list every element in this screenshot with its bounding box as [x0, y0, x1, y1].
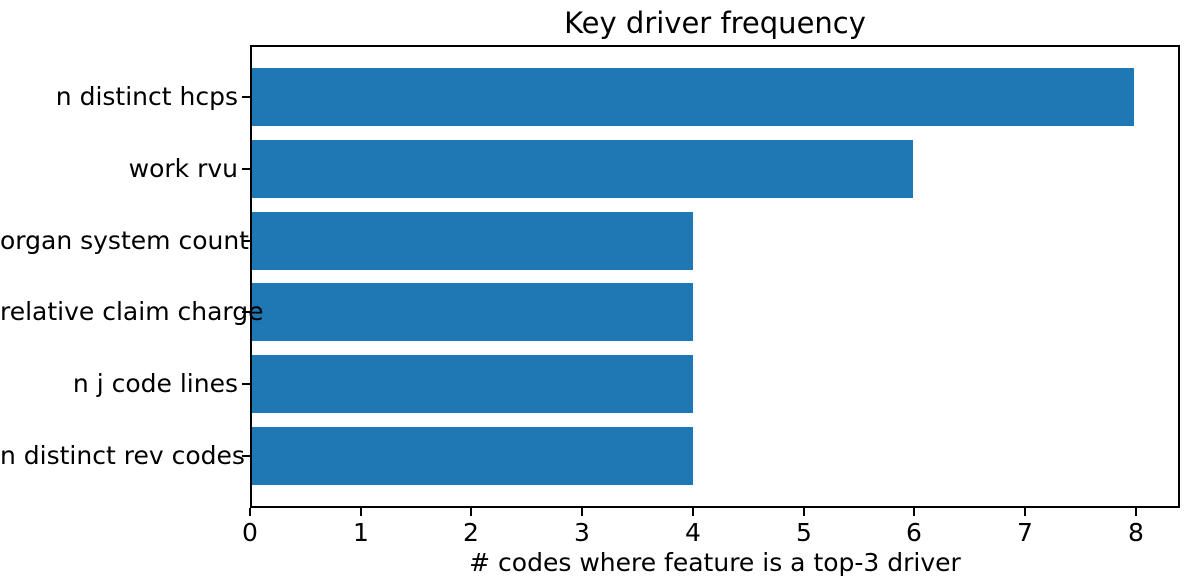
bar-relative-claim-charge — [252, 283, 693, 341]
y-tick-label: organ system count — [0, 226, 249, 255]
x-tick-mark — [470, 508, 472, 516]
x-axis-label: # codes where feature is a top-3 driver — [469, 548, 961, 577]
x-tick-label: 8 — [1128, 518, 1144, 547]
y-tick-label: n distinct rev codes — [0, 441, 245, 470]
x-tick-mark — [360, 508, 362, 516]
y-tick-mark — [242, 455, 250, 457]
y-tick-label: n j code lines — [72, 369, 238, 398]
y-axis: n distinct hcps work rvu organ system coun… — [0, 45, 264, 508]
chart-title: Key driver frequency — [564, 6, 866, 40]
y-tick-label: n distinct hcps — [55, 82, 238, 111]
y-tick-label: work rvu — [128, 154, 238, 183]
x-tick-mark — [1135, 508, 1137, 516]
x-tick-label: 1 — [353, 518, 369, 547]
x-tick-mark — [249, 508, 251, 516]
y-tick-mark — [242, 168, 250, 170]
y-tick-mark — [242, 96, 250, 98]
x-tick-label: 3 — [574, 518, 590, 547]
x-tick-mark — [692, 508, 694, 516]
x-tick-label: 4 — [685, 518, 701, 547]
y-tick-mark — [242, 311, 250, 313]
x-axis: 0 1 2 3 4 5 6 7 8 — [242, 508, 1180, 558]
bar-organ-system-count — [252, 212, 693, 270]
x-tick-mark — [1024, 508, 1026, 516]
y-tick-mark — [242, 383, 250, 385]
bar-work-rvu — [252, 140, 914, 198]
bar-n-j-code-lines — [252, 355, 693, 413]
x-tick-mark — [581, 508, 583, 516]
y-tick-label: relative claim charge — [0, 297, 264, 326]
plot-area — [250, 45, 1180, 508]
bar-n-distinct-hcps — [252, 68, 1134, 126]
x-tick-mark — [803, 508, 805, 516]
y-tick-mark — [242, 240, 250, 242]
bar-n-distinct-rev-codes — [252, 427, 693, 485]
x-tick-label: 0 — [242, 518, 258, 547]
x-tick-label: 6 — [906, 518, 922, 547]
x-tick-mark — [913, 508, 915, 516]
x-tick-label: 2 — [463, 518, 479, 547]
x-tick-label: 7 — [1017, 518, 1033, 547]
x-tick-label: 5 — [796, 518, 812, 547]
